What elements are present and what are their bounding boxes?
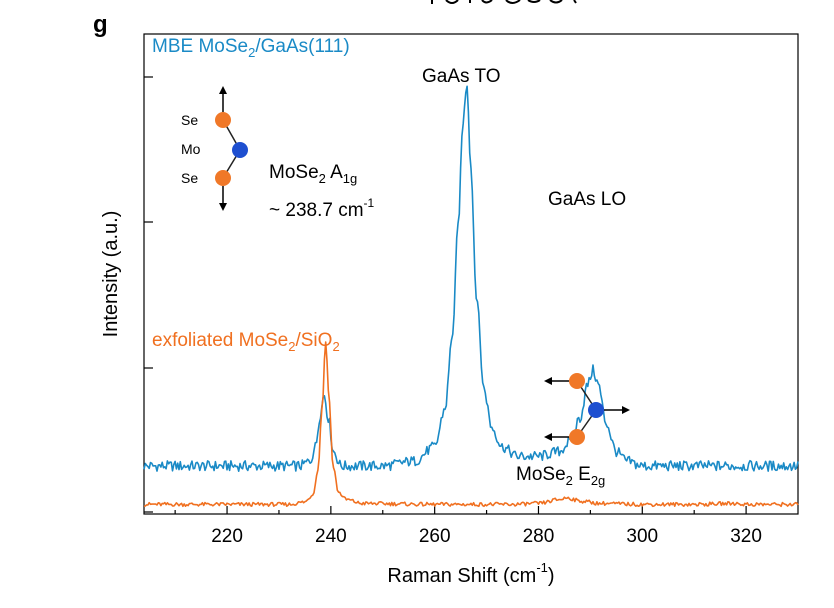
a1g-part: A xyxy=(326,162,343,183)
annotation-a1g-mode: MoSe2 A1g xyxy=(269,162,357,186)
x-axis-title-sup: -1 xyxy=(536,560,548,575)
e2g-schematic xyxy=(544,373,630,445)
series-layer xyxy=(143,85,799,508)
a1g-sub: 1g xyxy=(343,171,357,186)
annotation-gaas-lo: GaAs LO xyxy=(548,189,626,210)
x-tick-label: 240 xyxy=(315,526,347,547)
plot-frame xyxy=(143,33,799,515)
cropped-text-fragment xyxy=(431,0,577,4)
annotation-a1g-value: ~ 238.7 cm-1 xyxy=(269,196,375,221)
series-line-exfoliated xyxy=(143,341,799,508)
annotation-gaas-to: GaAs TO xyxy=(422,66,501,87)
e2g-part: E xyxy=(573,464,591,485)
a1g-schematic: Se Mo Se xyxy=(181,86,248,211)
arrow-left-head-icon xyxy=(544,377,552,385)
series-label-exf-sub: 2 xyxy=(332,339,339,354)
series-label-mbe: MBE MoSe2/GaAs(111) xyxy=(152,36,350,60)
se-atom-top xyxy=(215,112,231,128)
a1g-sub2: 2 xyxy=(319,171,326,186)
y-axis-ticks xyxy=(144,76,153,513)
atom-label-mo: Mo xyxy=(181,141,201,157)
panel-label: g xyxy=(93,11,108,38)
series-label-exf-sub: 2 xyxy=(288,339,295,354)
series-label-exf-part: exfoliated MoSe xyxy=(152,330,288,351)
arrow-up-head-icon xyxy=(219,86,227,94)
e2g-sub: 2g xyxy=(591,473,605,488)
y-axis-title: Intensity (a.u.) xyxy=(100,211,122,338)
atom-label-se-top: Se xyxy=(181,112,198,128)
a1g-part: MoSe xyxy=(269,162,319,183)
x-tick-label: 220 xyxy=(211,526,243,547)
arrow-right-head-icon xyxy=(622,406,630,414)
atom-label-se-bottom: Se xyxy=(181,170,198,186)
se-atom-bottom xyxy=(215,170,231,186)
se-atom-bottom xyxy=(569,429,585,445)
a1g-value-sup: -1 xyxy=(364,196,375,210)
x-axis: 220 240 260 280 300 320 xyxy=(174,506,762,547)
annotation-e2g-mode: MoSe2 E2g xyxy=(516,464,605,488)
arrow-down-head-icon xyxy=(219,203,227,211)
x-axis-title: Raman Shift (cm-1) xyxy=(387,560,554,587)
x-tick-label: 300 xyxy=(626,526,658,547)
series-label-exfoliated: exfoliated MoSe2/SiO2 xyxy=(152,330,340,354)
e2g-part: MoSe xyxy=(516,464,566,485)
x-tick-label: 280 xyxy=(523,526,555,547)
se-atom-top xyxy=(569,373,585,389)
a1g-value: ~ 238.7 cm xyxy=(269,200,364,221)
series-line-mbe xyxy=(143,85,799,472)
series-label-mbe-part: /GaAs(111) xyxy=(255,36,349,57)
mo-atom xyxy=(588,402,604,418)
x-tick-label: 320 xyxy=(730,526,762,547)
series-label-mbe-sub: 2 xyxy=(248,45,255,60)
series-label-mbe-part: MBE MoSe xyxy=(152,36,248,57)
series-label-exf-part: /SiO xyxy=(295,330,332,351)
x-axis-title-main: Raman Shift (cm xyxy=(387,565,536,587)
arrow-left-head-icon xyxy=(544,433,552,441)
x-tick-label: 260 xyxy=(419,526,451,547)
mo-atom xyxy=(232,142,248,158)
e2g-sub2: 2 xyxy=(566,473,573,488)
x-axis-title-close: ) xyxy=(548,565,555,587)
